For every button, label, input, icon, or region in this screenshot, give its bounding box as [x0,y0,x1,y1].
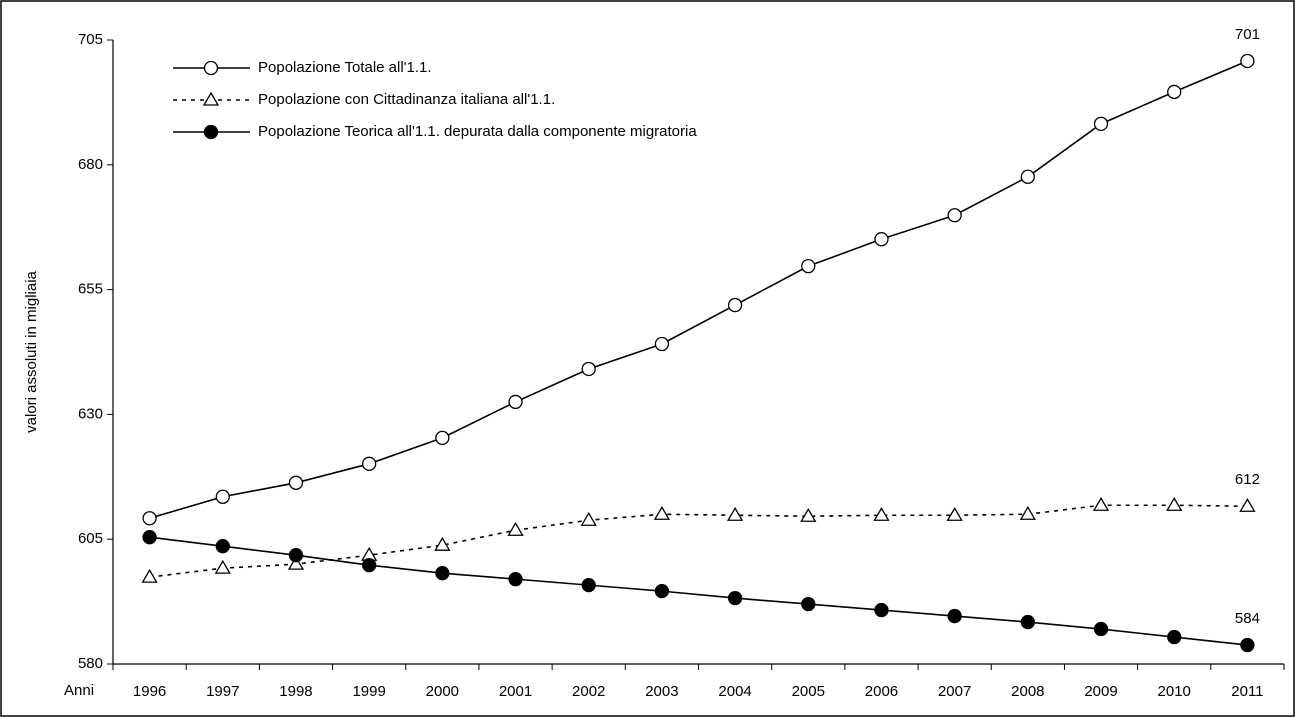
x-tick-label: 2008 [1011,683,1044,700]
marker [874,602,889,618]
legend-label: Popolazione con Cittadinanza italiana al… [258,91,555,108]
marker [1092,496,1110,511]
x-tick-label: 2004 [718,683,751,700]
marker [1020,614,1035,630]
marker [508,571,523,587]
y-tick-label: 655 [78,281,103,298]
marker [362,456,377,471]
marker [581,361,596,377]
marker [1240,637,1255,653]
marker [1240,53,1255,69]
x-tick-label: 1999 [352,683,385,700]
x-tick-label: 2009 [1084,683,1117,700]
marker [581,577,596,593]
marker [141,568,158,583]
marker [1093,621,1109,637]
marker [507,521,524,536]
marker [874,232,889,247]
marker [727,590,743,606]
x-tick-label: 2007 [938,683,971,700]
marker [215,539,230,554]
marker [434,536,451,551]
marker [435,565,450,581]
x-tick-label: 1996 [133,683,166,700]
y-tick-label: 580 [78,655,103,672]
marker [508,394,523,410]
marker [1167,84,1182,100]
marker [580,511,597,526]
x-tick-label: 2000 [426,683,459,700]
legend-label: Popolazione Teorica all'1.1. depurata da… [258,123,697,140]
marker [801,596,816,612]
marker [946,506,963,521]
marker [873,506,890,521]
x-tick-label: 2001 [499,683,532,700]
marker [215,489,230,504]
x-tick-label: 2002 [572,683,605,700]
marker [142,530,157,545]
marker [435,430,450,446]
marker [362,558,377,573]
marker [1239,497,1256,512]
marker [653,505,671,520]
y-tick-label: 705 [78,31,103,48]
y-tick-label: 605 [78,530,103,547]
x-tick-label: 2006 [865,683,898,700]
marker [654,336,670,352]
series-line [149,60,1248,520]
y-tick-label: 680 [78,156,103,173]
marker [654,583,670,599]
x-tick-label: 1998 [279,683,312,700]
marker [203,124,219,140]
marker [287,555,305,570]
marker [214,559,231,574]
marker [800,507,817,522]
marker [142,511,157,526]
x-tick-label: 2010 [1158,683,1191,700]
marker [288,548,304,563]
marker [801,258,816,274]
marker [1093,116,1109,132]
series-line [149,504,1248,578]
marker [947,608,962,624]
marker [947,208,962,223]
y-axis-title: valori assoluti in migliaia [23,270,40,432]
y-tick-label: 630 [78,405,103,422]
x-tick-label: 2011 [1231,683,1263,700]
x-axis-title: Anni [64,682,94,699]
marker [288,475,304,490]
data-label: 584 [1235,610,1260,627]
marker [726,506,744,521]
series-line [149,536,1248,646]
marker [1167,629,1182,645]
marker [1020,169,1035,184]
x-tick-label: 2005 [792,683,825,700]
legend-label: Popolazione Totale all'1.1. [258,59,432,76]
marker [203,60,219,76]
data-label: 612 [1235,471,1260,488]
data-label: 701 [1235,26,1260,43]
marker [1019,505,1036,520]
marker [1166,496,1183,511]
marker [202,91,220,106]
marker [727,297,743,313]
x-tick-label: 1997 [206,683,239,700]
x-tick-label: 2003 [645,683,678,700]
